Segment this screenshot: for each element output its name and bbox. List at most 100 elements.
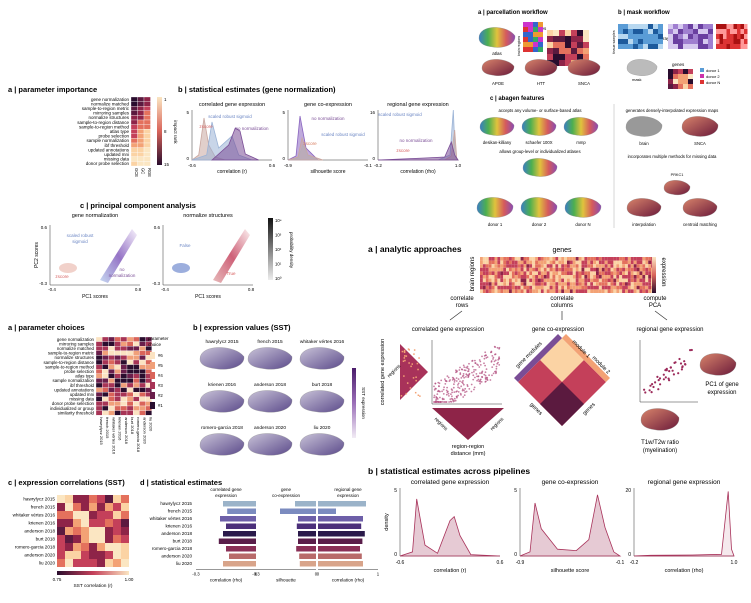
- colorbar-tick: 10³: [275, 233, 282, 238]
- gene-matrix-cell: [540, 271, 544, 275]
- gene-matrix-cell: [520, 285, 524, 290]
- x-axis-label: correlation (r): [217, 169, 247, 175]
- param-choice-legend-label: #6: [158, 353, 163, 358]
- cge-scatter-point: [463, 389, 465, 392]
- cge-scatter-point: [461, 368, 464, 371]
- cge-matrix-spot: [418, 357, 420, 359]
- cge-scatter-point: [439, 396, 441, 399]
- cge-scatter-point: [479, 360, 482, 363]
- gene-matrix-cell: [590, 271, 594, 275]
- density-series-label: no normalization: [235, 126, 269, 131]
- gene-matrix-cell: [627, 264, 631, 268]
- gene-matrix-cell: [543, 267, 547, 272]
- gene-matrix-cell: [529, 282, 533, 286]
- expr-corr-cell: [81, 511, 89, 519]
- gene-matrix-cell: [509, 289, 512, 293]
- gene-matrix-cell: [509, 257, 512, 261]
- stat-d-bar: [318, 546, 360, 552]
- param-choice-col-label: anderson 2018: [124, 417, 129, 444]
- x-tick: 1.0: [731, 560, 738, 566]
- param-importance-cell: [143, 96, 151, 102]
- gco-module-bar: [562, 334, 610, 382]
- cge-matrix-spot: [403, 357, 406, 359]
- expr-corr-cell: [97, 551, 105, 559]
- gene-matrix-cell: [578, 275, 582, 279]
- regions-grid-cell: [538, 37, 543, 42]
- probe-cell: [658, 39, 663, 44]
- cge-scatter-point: [496, 346, 499, 349]
- param-importance-row-label: updated mni: [104, 152, 129, 157]
- gene-matrix-cell: [642, 282, 646, 286]
- cge-scatter-point: [463, 369, 466, 372]
- cge-scatter-point: [461, 389, 464, 392]
- colorbar-tick: 1.00: [125, 577, 134, 582]
- expr-corr-cell: [97, 559, 105, 567]
- pca-label: no: [119, 267, 125, 272]
- gene-matrix-cell: [564, 275, 567, 279]
- y-tick: 0: [186, 156, 189, 161]
- expr-corr-cell: [73, 551, 81, 559]
- cge-matrix-spot: [404, 359, 406, 362]
- param-choice-cell: [126, 392, 134, 397]
- param-choice-cell: [114, 355, 121, 361]
- parcellation-gene-cell: [559, 36, 565, 42]
- gene-matrix-cell: [601, 289, 605, 293]
- cge-scatter-point: [456, 370, 458, 372]
- cge-scatter-point: [473, 386, 476, 389]
- probe-cell: [638, 29, 643, 34]
- cge-scatter-point: [462, 373, 465, 375]
- param-choice-cell: [108, 401, 115, 407]
- probability-density-colorbar: [268, 218, 273, 280]
- analytic-op-label: columns: [551, 303, 573, 309]
- cge-scatter-point: [474, 369, 477, 371]
- gene-matrix-cell: [581, 275, 585, 279]
- probe-cell: [688, 34, 693, 39]
- gene-matrix-cell: [546, 264, 550, 268]
- rge-scatter-point: [669, 366, 672, 369]
- cge-scatter-point: [471, 371, 473, 374]
- gene-matrix-cell: [604, 264, 608, 268]
- gene-matrix-cell: [526, 264, 530, 268]
- probe-cell: [658, 29, 663, 34]
- probe-cell: [744, 34, 748, 39]
- gene-matrix-cell: [517, 285, 521, 290]
- pipeline-density-curve: [633, 491, 735, 557]
- gene-matrix-cell: [552, 282, 556, 286]
- stat-d-bar: [318, 508, 336, 514]
- probe-cell: [658, 24, 663, 29]
- gene-matrix-cell: [555, 264, 559, 268]
- gene-matrix-cell: [587, 264, 591, 268]
- pipeline-panel-title: gene co-expression: [542, 479, 599, 486]
- probe-cell: [693, 34, 698, 39]
- gene-matrix-cell: [610, 278, 614, 283]
- mask-gene-cell: [668, 84, 673, 89]
- y-tick: 16: [370, 110, 376, 115]
- param-choice-cell: [114, 369, 121, 374]
- gene-matrix-cell: [645, 285, 649, 290]
- gene-matrix-cell: [549, 275, 553, 279]
- gene-matrix-cell: [526, 275, 530, 279]
- expr-corr-cell: [97, 503, 105, 511]
- gene-matrix-cell: [607, 260, 611, 265]
- gene-matrix-cell: [494, 289, 498, 293]
- gene-matrix-cell: [494, 264, 498, 268]
- gene-matrix-cell: [535, 289, 538, 293]
- gene-matrix-cell: [564, 282, 567, 286]
- gene-matrix-cell: [639, 264, 643, 268]
- gene-matrix-cell: [578, 278, 582, 283]
- regions-grid-cell: [528, 42, 533, 47]
- gene-matrix-cell: [511, 264, 515, 268]
- rge-scatter-point: [659, 383, 662, 386]
- cge-scatter-point: [475, 373, 478, 375]
- cge-matrix-spot: [406, 382, 409, 384]
- probe-cell: [730, 24, 734, 29]
- param-importance-row-label: sample normalization: [86, 138, 129, 143]
- gene-matrix-cell: [616, 271, 620, 275]
- mask-gene-cell: [688, 74, 693, 79]
- stat-d-row-label: burt 2018: [173, 539, 193, 544]
- param-importance-cell: [130, 161, 138, 167]
- param-choice-cell: [133, 373, 140, 379]
- gene-matrix-cell: [642, 285, 646, 290]
- y-tick: 0: [628, 552, 631, 558]
- gene-matrix-cell: [506, 289, 509, 293]
